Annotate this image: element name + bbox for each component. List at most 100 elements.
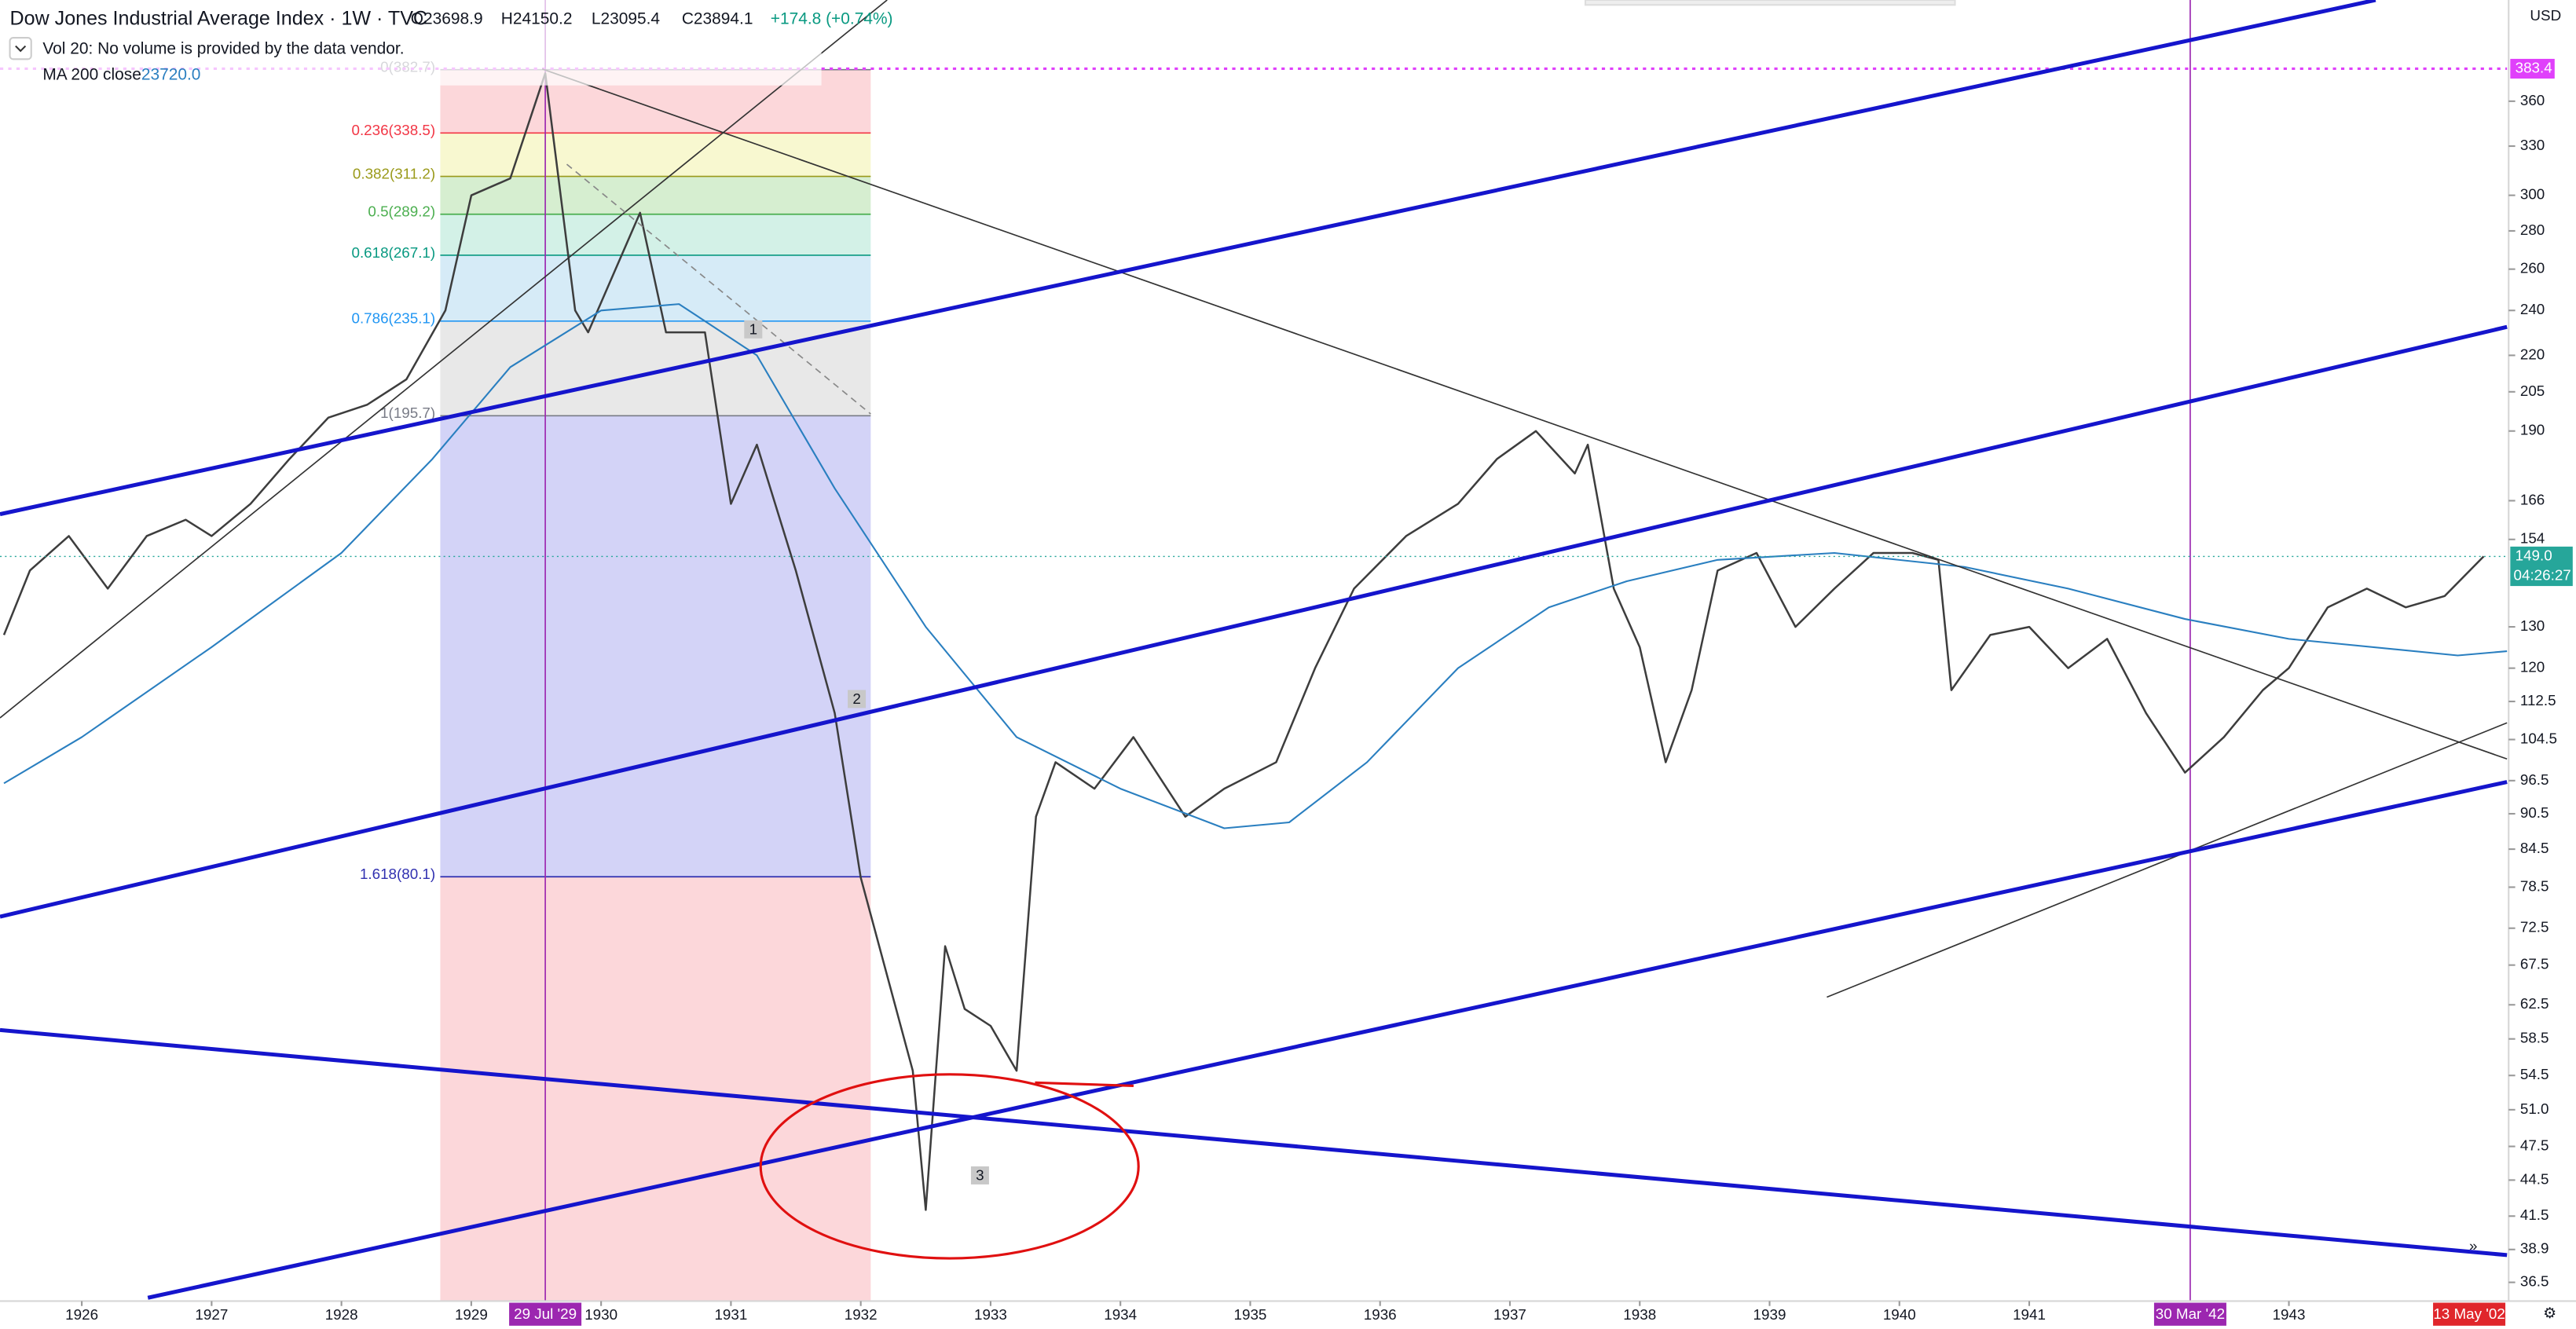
ohlc-close: C23894.1 xyxy=(682,10,753,28)
dashed-line xyxy=(566,163,871,415)
ma-label: MA 200 close xyxy=(42,66,141,84)
annotation: 3 xyxy=(976,1166,984,1183)
x-tick-label: 1930 xyxy=(584,1306,617,1323)
highlight-stroke xyxy=(1035,1081,1134,1088)
chevron xyxy=(15,45,27,53)
y-tick-label: 90.5 xyxy=(2520,804,2549,821)
price-axis xyxy=(2508,0,2576,1329)
crosshair-price: 383.4 xyxy=(2516,59,2552,75)
annotation: 1 xyxy=(749,320,757,337)
crosshair-tag xyxy=(2510,58,2555,79)
annotation-box xyxy=(848,690,867,708)
ohlc-high: H24150.2 xyxy=(501,10,573,28)
x-tick-label: 1931 xyxy=(714,1306,747,1323)
last-price-tag xyxy=(2510,546,2573,587)
y-tick-label: 300 xyxy=(2520,186,2545,203)
currency: USD xyxy=(2530,7,2561,24)
x-tick-label: 1939 xyxy=(1753,1306,1786,1323)
settings-icon[interactable]: ⚙ xyxy=(2543,1305,2556,1321)
fib-label: 0.382(311.2) xyxy=(353,165,435,181)
fib-label: 0.236(338.5) xyxy=(351,122,435,138)
y-tick-label: 120 xyxy=(2520,659,2545,675)
y-tick-label: 62.5 xyxy=(2520,995,2549,1012)
x-tick-label: 1927 xyxy=(195,1306,228,1323)
collapse-button[interactable] xyxy=(9,37,32,60)
y-tick-label: 54.5 xyxy=(2520,1066,2549,1082)
time-marker-tag xyxy=(2153,1302,2226,1326)
channel-line xyxy=(0,1027,2508,1258)
y-tick-label: 104.5 xyxy=(2520,730,2557,746)
fib-label: 1.618(80.1) xyxy=(360,866,435,882)
x-tick-label: 1934 xyxy=(1104,1306,1137,1323)
y-tick-label: 190 xyxy=(2520,422,2545,438)
change: +174.8 (+0.74%) xyxy=(771,10,893,28)
y-tick-label: 78.5 xyxy=(2520,877,2549,894)
y-tick-label: 330 xyxy=(2520,137,2545,153)
channel-line xyxy=(147,780,2508,1300)
y-tick-label: 51.0 xyxy=(2520,1100,2549,1117)
y-tick-label: 205 xyxy=(2520,383,2545,399)
fib-band xyxy=(440,214,871,255)
x-tick-label: 1940 xyxy=(1883,1306,1916,1323)
x-tick-label: 1926 xyxy=(65,1306,98,1323)
y-tick-label: 130 xyxy=(2520,617,2545,634)
x-tick-label: 1935 xyxy=(1234,1306,1267,1323)
trend-line xyxy=(0,0,888,719)
x-tick-label: 1943 xyxy=(2273,1306,2306,1323)
y-tick-label: 44.5 xyxy=(2520,1170,2549,1187)
x-tick-label: 1932 xyxy=(845,1306,878,1323)
fib-label: 0.618(267.1) xyxy=(351,244,435,261)
y-tick-label: 360 xyxy=(2520,92,2545,108)
x-tick-label: 1941 xyxy=(2013,1306,2046,1323)
trend-line xyxy=(1827,722,2508,998)
y-tick-label: 220 xyxy=(2520,346,2545,362)
last-price: 149.0 xyxy=(2516,547,2552,563)
time-axis xyxy=(0,1301,2576,1329)
time-marker-label: 30 Mar '42 xyxy=(2156,1305,2225,1322)
y-tick-label: 240 xyxy=(2520,301,2545,317)
x-tick-label: 1929 xyxy=(455,1306,488,1323)
symbol-title: Dow Jones Industrial Average Index · 1W … xyxy=(10,8,427,30)
overlay: 1 2 3 » xyxy=(0,0,2508,1300)
y-tick-label: 38.9 xyxy=(2520,1240,2549,1257)
ohlc-low: L23095.4 xyxy=(592,10,661,28)
countdown: 04:26:27 xyxy=(2514,567,2571,584)
y-tick-label: 36.5 xyxy=(2520,1273,2549,1290)
time-marker-label: 29 Jul '29 xyxy=(514,1305,577,1322)
y-tick-label: 166 xyxy=(2520,491,2545,507)
scroll-icon[interactable]: » xyxy=(2469,1237,2477,1254)
ma-value: 23720.0 xyxy=(141,66,201,84)
y-tick-label: 280 xyxy=(2520,222,2545,238)
fib-label: 0.786(235.1) xyxy=(351,310,435,327)
ma-line xyxy=(3,303,2508,829)
y-tick-label: 112.5 xyxy=(2520,692,2556,708)
ohlc-open: O23698.9 xyxy=(411,10,483,28)
trend-line xyxy=(541,68,2508,760)
fib-band xyxy=(440,416,871,877)
y-tick-label: 41.5 xyxy=(2520,1206,2549,1223)
y-tick-label: 47.5 xyxy=(2520,1137,2549,1154)
x-tick-label: 1937 xyxy=(1493,1306,1526,1323)
y-tick-label: 67.5 xyxy=(2520,956,2549,972)
highlight-ellipse xyxy=(759,1073,1140,1260)
annotation-box xyxy=(744,320,763,339)
y-tick-label: 72.5 xyxy=(2520,919,2549,935)
fib-label: 1(195.7) xyxy=(380,405,435,421)
x-tick-label: 1936 xyxy=(1364,1306,1397,1323)
header-bg xyxy=(0,0,822,86)
x-tick-label: 1938 xyxy=(1623,1306,1656,1323)
y-tick-label: 96.5 xyxy=(2520,771,2549,788)
fib-band xyxy=(440,320,871,416)
fib-band xyxy=(440,176,871,214)
channel-line xyxy=(0,0,2376,517)
fib-band xyxy=(440,133,871,177)
y-tick-label: 84.5 xyxy=(2520,840,2549,856)
volume-note: Vol 20: No volume is provided by the dat… xyxy=(42,39,404,57)
x-tick-label: 1933 xyxy=(974,1306,1007,1323)
annotation-box xyxy=(970,1166,989,1184)
date-label: 13 May '02 xyxy=(2433,1305,2505,1322)
x-tick-label: 1928 xyxy=(325,1306,358,1323)
